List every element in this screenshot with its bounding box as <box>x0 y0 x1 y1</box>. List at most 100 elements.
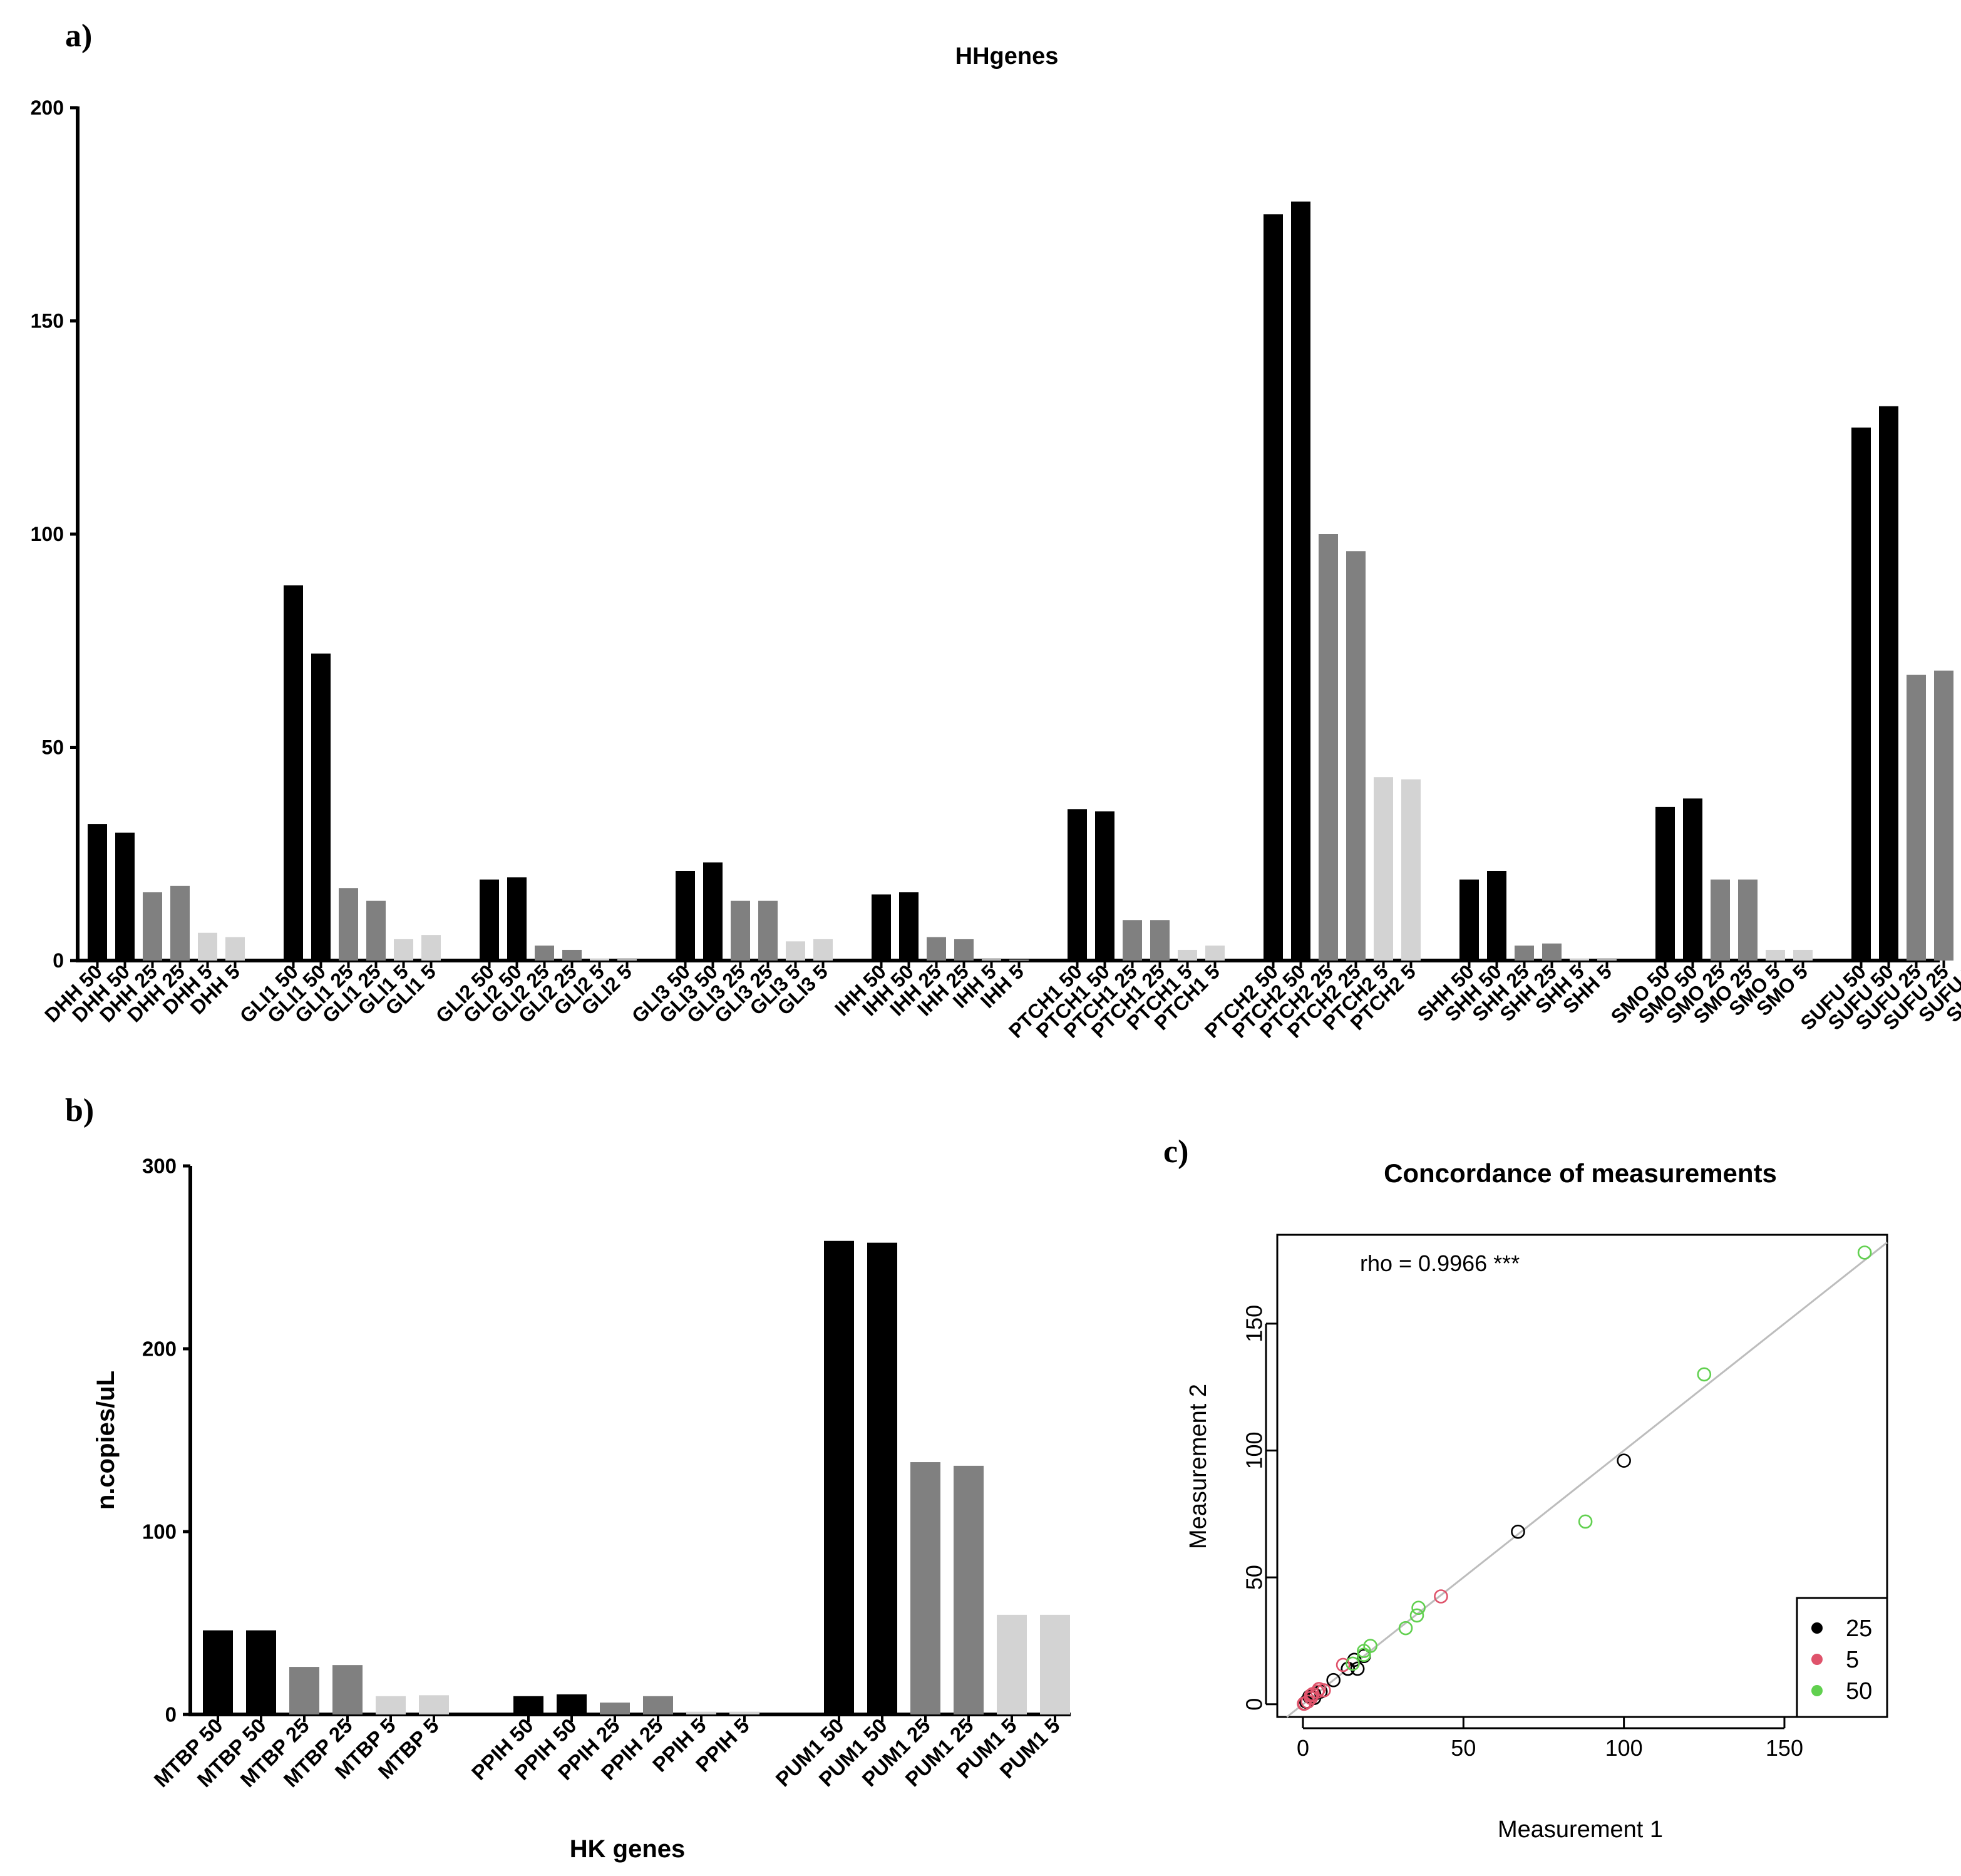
concordance-scatter-chart: Concordance of measurements 0 50 100 150 0 5… <box>1185 1158 1888 1843</box>
hh-bar <box>480 879 499 961</box>
hk-ytick-label: 100 <box>142 1520 177 1544</box>
scatter-point-50 <box>1578 1514 1593 1529</box>
hh-bar <box>1515 946 1534 961</box>
panel-label-a: a) <box>65 18 92 54</box>
hh-bar <box>1150 920 1170 961</box>
scatter-y-axis-title: Measurement 2 <box>1185 1384 1212 1549</box>
hh-bar <box>1879 406 1898 961</box>
scatter-point-50 <box>1411 1600 1426 1616</box>
hh-ytick-label: 150 <box>31 310 64 332</box>
scatter-point-50 <box>1357 1644 1371 1658</box>
hh-bar <box>1907 674 1926 961</box>
hh-bar <box>170 885 190 961</box>
panel-label-b: b) <box>65 1093 94 1128</box>
hk-bar <box>203 1630 233 1714</box>
hk-bar <box>557 1694 587 1714</box>
scatter-point-25 <box>1617 1453 1631 1468</box>
hh-bar <box>198 932 217 961</box>
hh-chart-title: HHgenes <box>955 43 1059 70</box>
hh-bar <box>1542 943 1562 961</box>
hh-bar <box>982 959 1001 961</box>
hk-ytick-label: 300 <box>142 1155 177 1178</box>
hh-bar <box>562 949 582 961</box>
hh-bar <box>1851 427 1871 961</box>
hk-bar <box>419 1695 449 1714</box>
legend-marker-50 <box>1811 1685 1823 1696</box>
hh-bar <box>899 892 919 961</box>
hk-bar <box>686 1711 716 1714</box>
scatter-point-5 <box>1300 1694 1315 1709</box>
hh-bar <box>1487 870 1506 961</box>
legend-box <box>1796 1597 1888 1718</box>
scatter-point-25 <box>1350 1661 1365 1676</box>
scatter-title: Concordance of measurements <box>1384 1158 1777 1188</box>
scatter-point-5 <box>1305 1687 1320 1701</box>
scatter-xtick-label: 100 <box>1605 1735 1643 1761</box>
scatter-ytick-label: 100 <box>1242 1431 1267 1469</box>
panel-label-c: c) <box>1163 1134 1188 1170</box>
hh-bar <box>1711 879 1730 961</box>
hh-bar <box>1683 798 1702 961</box>
scatter-point-50 <box>1857 1245 1872 1260</box>
hk-y-axis-title: n.copies/uL <box>92 1371 120 1510</box>
scatter-xtick-label: 0 <box>1297 1735 1309 1761</box>
hh-bar <box>1401 779 1421 961</box>
hh-bar <box>88 824 107 961</box>
hk-x-axis-title: HK genes <box>570 1835 686 1863</box>
hh-bar <box>284 585 303 961</box>
hh-bar <box>115 832 135 961</box>
hh-bar <box>927 937 946 961</box>
hk-ytick-label: 0 <box>165 1703 177 1726</box>
hh-ytick-label: 0 <box>53 949 64 972</box>
legend-marker-5 <box>1811 1654 1823 1665</box>
hk-bar <box>600 1703 630 1714</box>
hk-bar <box>246 1630 276 1714</box>
hh-bar <box>872 894 891 961</box>
hk-bar <box>824 1240 854 1714</box>
hk-bar <box>867 1242 897 1714</box>
scatter-point-25 <box>1341 1661 1356 1676</box>
scatter-point-50 <box>1398 1621 1413 1636</box>
hh-ytick-label: 50 <box>41 736 64 759</box>
scatter-point-25 <box>1326 1672 1341 1688</box>
hh-bar <box>366 900 386 961</box>
hh-bar <box>813 939 833 961</box>
hh-bar <box>1319 534 1338 961</box>
hh-bar <box>143 892 162 961</box>
hh-bar <box>1374 777 1393 961</box>
hh-bar <box>786 941 805 961</box>
hh-bar <box>1095 811 1114 961</box>
hh-bar <box>1291 201 1310 961</box>
hh-bar <box>1178 949 1197 961</box>
legend-marker-25 <box>1811 1622 1823 1634</box>
scatter-legend: 25 5 50 <box>1796 1597 1888 1718</box>
hk-bar <box>289 1667 319 1714</box>
hk-bar <box>729 1711 759 1714</box>
hh-bar <box>1346 551 1366 961</box>
hh-bar <box>311 653 331 961</box>
hh-bar <box>535 946 554 961</box>
legend-label: 50 <box>1846 1678 1872 1704</box>
hk-bar <box>643 1696 673 1714</box>
scatter-x-axis-title: Measurement 1 <box>1498 1817 1663 1843</box>
hh-bar <box>1934 670 1953 961</box>
scatter-point-50 <box>1346 1656 1360 1671</box>
scatter-point-50 <box>1697 1367 1712 1382</box>
scatter-ytick-label: 50 <box>1242 1565 1267 1590</box>
hk-bar <box>997 1614 1027 1714</box>
hh-bar <box>617 959 637 961</box>
hk-bar <box>332 1665 363 1714</box>
hh-bar <box>954 939 974 961</box>
hh-bar <box>1766 949 1785 961</box>
hk-bar <box>376 1696 406 1714</box>
hh-ytick-label: 100 <box>31 523 64 545</box>
scatter-xtick-label: 150 <box>1766 1735 1803 1761</box>
hh-ytick-label: 200 <box>31 96 64 119</box>
hh-bar <box>590 958 609 961</box>
hh-bar <box>1009 959 1029 961</box>
hk-bar <box>513 1696 543 1714</box>
hh-bar <box>421 935 441 961</box>
scatter-point-25 <box>1511 1524 1525 1539</box>
